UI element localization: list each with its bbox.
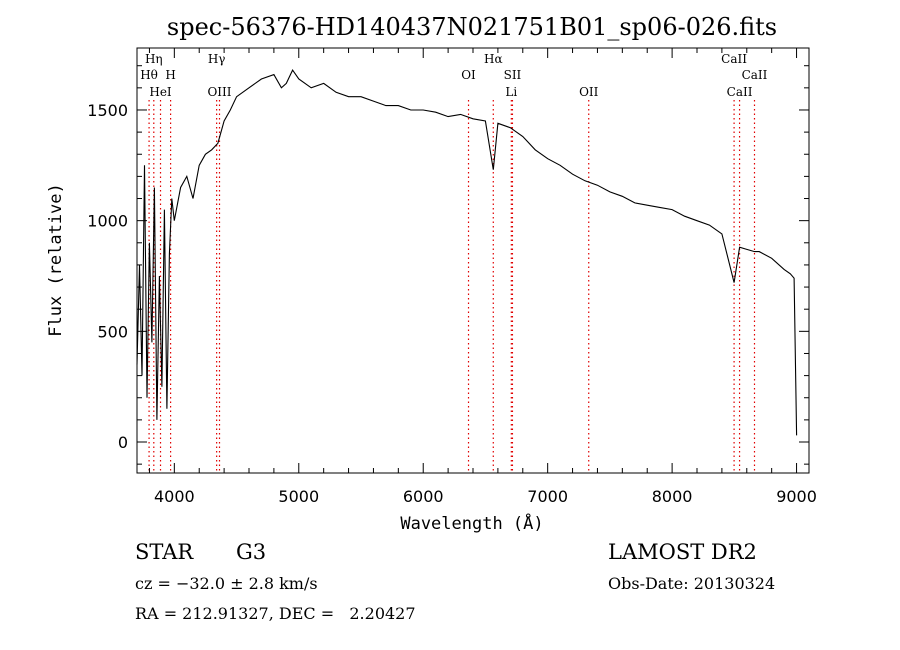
x-axis-label: Wavelength (Å) (400, 512, 543, 534)
line-label: H (165, 68, 175, 82)
object-subclass: G3 (236, 540, 267, 564)
x-tick-label: 8000 (652, 487, 693, 506)
x-tick-label: 6000 (403, 487, 444, 506)
line-label: CaII (721, 52, 747, 66)
y-tick-label: 1000 (87, 212, 128, 231)
emission-line-labels: Hη Hθ H HeI Hγ OIII Hα OI SII Li OII CaII CaII CaII (140, 52, 767, 99)
plot-frame (136, 47, 810, 474)
redshift-text: cz = −32.0 ± 2.8 km/s (135, 574, 318, 593)
x-tick-label: 9000 (776, 487, 817, 506)
line-label: OI (461, 68, 476, 82)
x-tick-label: 4000 (154, 487, 195, 506)
chart-title: spec-56376-HD140437N021751B01_sp06-026.f… (167, 13, 777, 41)
line-label: Hγ (208, 52, 226, 66)
emission-line-markers (148, 100, 756, 472)
line-label: Hθ (140, 68, 158, 82)
line-label: OII (579, 85, 599, 99)
line-label: CaII (742, 68, 768, 82)
line-label: HeI (149, 85, 172, 99)
y-tick-label: 500 (97, 322, 128, 341)
object-class: STAR (135, 540, 194, 564)
line-label: CaII (727, 85, 753, 99)
line-label: OIII (207, 85, 231, 99)
line-label: Li (505, 85, 517, 99)
line-label: SII (504, 68, 522, 82)
spectrum-line (136, 69, 798, 436)
y-axis-label: Flux (relative) (46, 183, 66, 337)
y-tick-label: 1500 (87, 101, 128, 120)
survey-name: LAMOST DR2 (608, 540, 757, 564)
line-label: Hη (145, 52, 163, 66)
x-tick-label: 5000 (278, 487, 319, 506)
y-tick-label: 0 (118, 433, 128, 452)
x-axis-ticks: 4000 5000 6000 7000 8000 9000 (148, 48, 817, 506)
x-tick-label: 7000 (527, 487, 568, 506)
line-label: Hα (484, 52, 503, 66)
y-axis-ticks: 0 500 1000 1500 (87, 65, 809, 465)
obs-date-text: Obs-Date: 20130324 (608, 574, 776, 593)
coordinates-text: RA = 212.91327, DEC = 2.20427 (135, 604, 416, 623)
